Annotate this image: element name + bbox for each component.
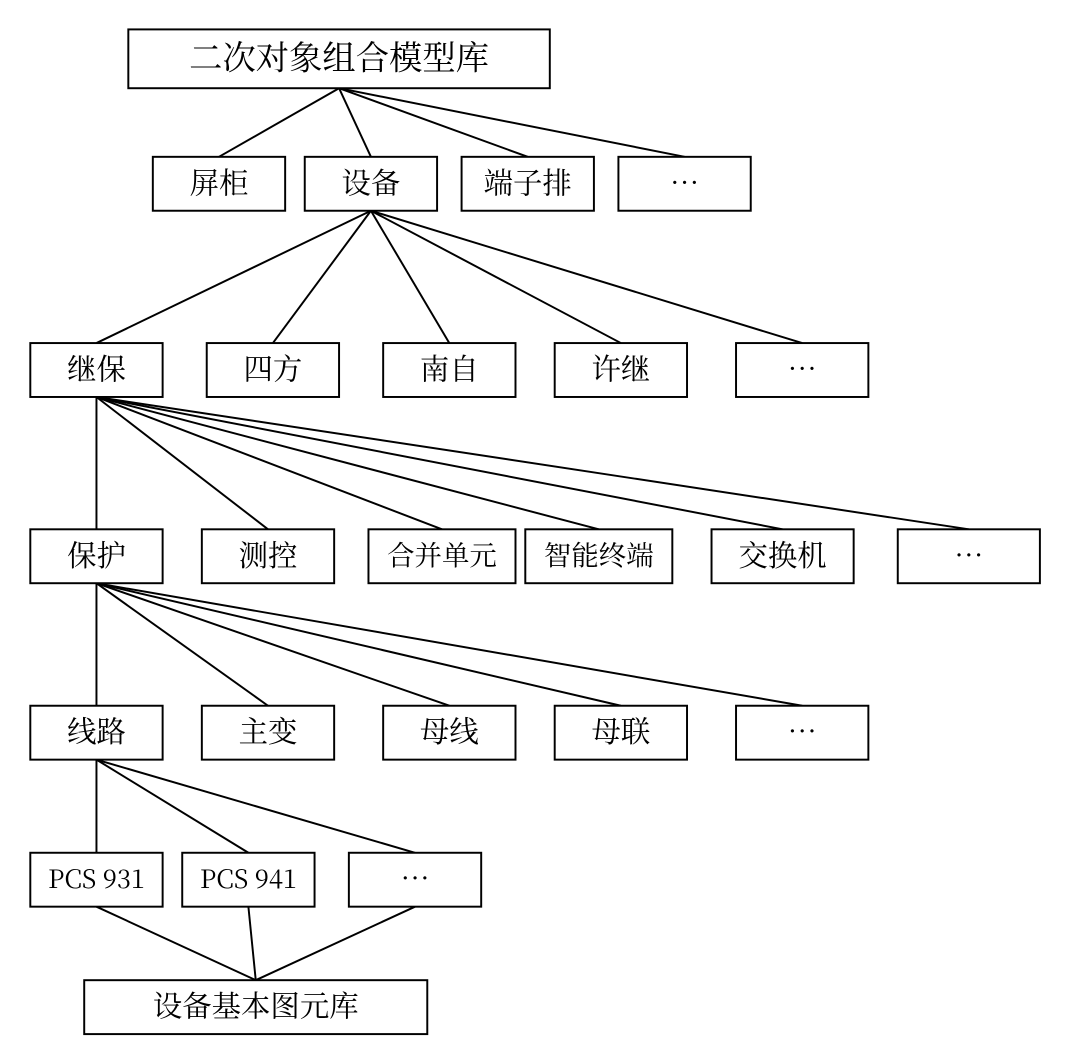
edge-l1b-l2a xyxy=(96,211,370,343)
node-l1a: 屏柜 xyxy=(153,157,285,211)
edge-l3a-l4e xyxy=(96,583,802,706)
edge-root-l1a xyxy=(219,88,339,157)
node-label-l2e: … xyxy=(788,347,817,389)
node-label-l5a: PCS 931 xyxy=(48,860,145,896)
nodes-layer: 二次对象组合模型库屏柜 设备 端子排 … 继保 四方 南自 许继 … 保护 测控 合并单元 智能终端 交换… xyxy=(30,29,1040,1034)
edge-l4a-l5c xyxy=(96,760,415,853)
edge-l5c-bottom xyxy=(256,907,415,981)
node-label-l3a: 保护 xyxy=(67,533,126,575)
edge-l1b-l2b xyxy=(273,211,371,343)
node-label-l2a: 继保 xyxy=(67,347,126,389)
node-label-l4c: 母线 xyxy=(420,709,479,751)
edge-l2a-l3f xyxy=(96,397,968,529)
node-label-l2d: 许继 xyxy=(591,347,650,389)
node-l3f: … xyxy=(898,529,1040,583)
node-label-l3f: … xyxy=(954,533,983,575)
edge-l4a-l5b xyxy=(96,760,248,853)
node-label-l5c: … xyxy=(400,856,429,898)
node-l4e: … xyxy=(736,706,868,760)
node-l3a: 保护 xyxy=(30,529,162,583)
node-l5b: PCS 941 xyxy=(182,853,314,907)
node-l4b: 主变 xyxy=(202,706,334,760)
node-l4c: 母线 xyxy=(383,706,515,760)
tree-diagram: 二次对象组合模型库屏柜 设备 端子排 … 继保 四方 南自 许继 … 保护 测控 合并单元 智能终端 交换… xyxy=(0,0,1080,1039)
edge-root-l1d xyxy=(339,88,685,157)
node-l5a: PCS 931 xyxy=(30,853,162,907)
node-l3b: 测控 xyxy=(202,529,334,583)
node-l4d: 母联 xyxy=(555,706,687,760)
node-label-l4b: 主变 xyxy=(239,709,298,751)
node-label-bottom: 设备基本图元库 xyxy=(153,984,359,1026)
node-l2a: 继保 xyxy=(30,343,162,397)
node-label-l1a: 屏柜 xyxy=(190,160,249,202)
edge-l1b-l2e xyxy=(371,211,802,343)
edge-l3a-l4c xyxy=(96,583,449,706)
node-l2b: 四方 xyxy=(207,343,339,397)
node-label-l3c: 合并单元 xyxy=(387,533,497,573)
node-l1c: 端子排 xyxy=(462,157,594,211)
node-root: 二次对象组合模型库 xyxy=(128,29,549,88)
node-label-l5b: PCS 941 xyxy=(200,860,297,896)
node-label-l2b: 四方 xyxy=(244,347,303,389)
node-label-l4a: 线路 xyxy=(67,709,126,751)
edge-l3a-l4b xyxy=(96,583,268,706)
edge-l3a-l4d xyxy=(96,583,620,706)
node-l4a: 线路 xyxy=(30,706,162,760)
edge-root-l1c xyxy=(339,88,528,157)
edge-l2a-l3c xyxy=(96,397,442,529)
node-l2c: 南自 xyxy=(383,343,515,397)
edge-l2a-l3d xyxy=(96,397,598,529)
node-label-l3e: 交换机 xyxy=(739,533,827,575)
node-label-l3b: 测控 xyxy=(239,533,298,575)
node-label-l2c: 南自 xyxy=(420,347,479,389)
node-label-l4e: … xyxy=(788,709,817,751)
edge-l2a-l3e xyxy=(96,397,782,529)
node-bottom: 设备基本图元库 xyxy=(84,980,427,1034)
edge-l5a-bottom xyxy=(96,907,255,981)
node-l2e: … xyxy=(736,343,868,397)
node-l3c: 合并单元 xyxy=(368,529,515,583)
node-l1b: 设备 xyxy=(305,157,437,211)
edge-l2a-l3b xyxy=(96,397,268,529)
node-l3e: 交换机 xyxy=(712,529,854,583)
node-label-l1c: 端子排 xyxy=(484,160,572,202)
node-l1d: … xyxy=(618,157,750,211)
node-label-root: 二次对象组合模型库 xyxy=(189,31,489,79)
node-l3d: 智能终端 xyxy=(525,529,672,583)
node-label-l1b: 设备 xyxy=(342,160,401,202)
node-label-l1d: … xyxy=(670,160,699,202)
edge-l5b-bottom xyxy=(248,907,255,981)
node-label-l4d: 母联 xyxy=(591,709,650,751)
node-l5c: … xyxy=(349,853,481,907)
node-label-l3d: 智能终端 xyxy=(544,533,654,573)
node-l2d: 许继 xyxy=(555,343,687,397)
